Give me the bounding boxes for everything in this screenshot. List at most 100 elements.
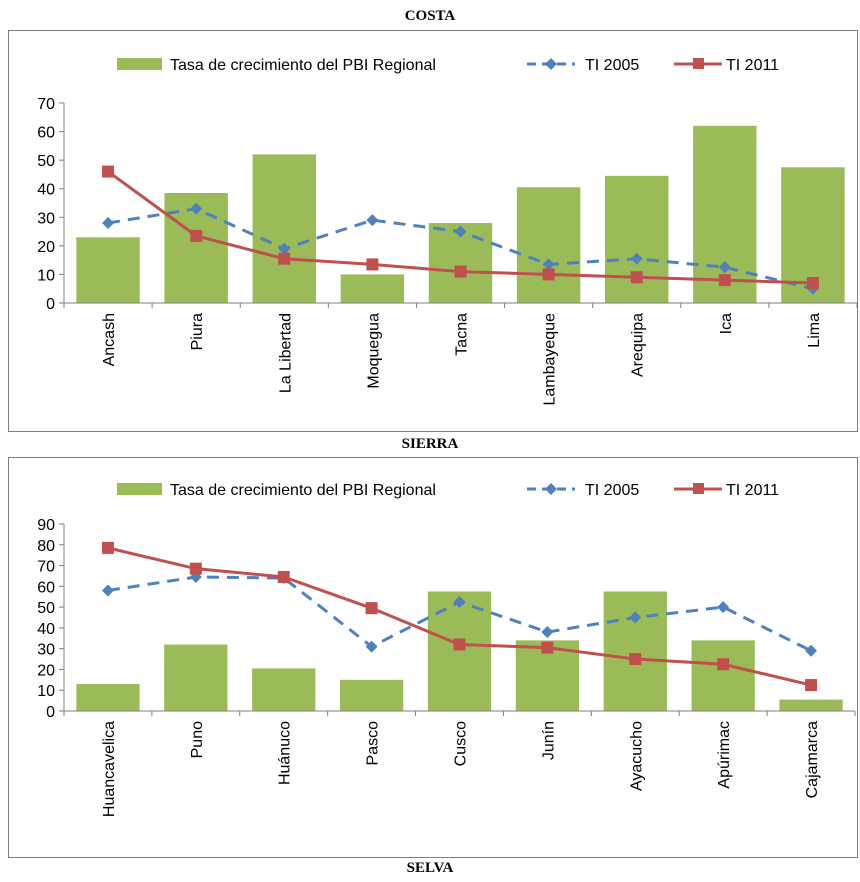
y-tick-label: 30 (37, 210, 55, 227)
point-ti2011-moquegua (366, 258, 379, 271)
section-title-costa: COSTA (404, 8, 456, 24)
bar-apurimac (691, 640, 755, 711)
point-ti2011-piura (190, 229, 203, 242)
point-ti2011-cusco (453, 638, 466, 651)
x-tick-label-lambayeque: Lambayeque (542, 313, 559, 406)
point-ti2011-lambayeque (542, 268, 555, 281)
legend-marker-ti2011 (693, 483, 704, 494)
point-ti2005-huancavelica (101, 584, 114, 597)
point-ti2005-cusco (453, 595, 466, 608)
y-tick-label: 20 (37, 239, 55, 256)
y-tick-label: 90 (37, 517, 55, 534)
y-tick-label: 40 (37, 182, 55, 199)
point-ti2005-apurimac (717, 601, 730, 614)
legend-marker-ti2005 (545, 58, 557, 70)
legend-label-ti-2005: TI 2005 (585, 482, 639, 499)
point-ti2005-cajamarca (805, 644, 818, 657)
point-ti2011-huanuco (277, 570, 290, 583)
y-tick-label: 0 (46, 296, 55, 313)
point-ti2005-arequipa (630, 252, 643, 265)
y-tick-label: 10 (37, 267, 55, 284)
x-tick-label-junin: Junín (540, 721, 557, 760)
point-ti2005-lambayeque (542, 258, 555, 271)
x-tick-label-ica: Ica (718, 313, 735, 334)
legend-label-ti-2011: TI 2011 (726, 57, 779, 74)
bar-puno (164, 644, 228, 711)
bar-huanuco (252, 668, 316, 711)
point-ti2005-junin (541, 626, 554, 639)
x-tick-label-arequipa: Arequipa (630, 313, 647, 377)
point-ti2011-cajamarca (805, 679, 818, 692)
section-title-sierra: SIERRA (401, 436, 459, 452)
x-tick-label-la-libertad: La Libertad (277, 313, 294, 393)
section-title-selva: SELVA (406, 860, 454, 876)
legend-marker-ti2005 (545, 483, 557, 495)
point-ti2011-lima (806, 277, 819, 289)
x-tick-label-piura: Piura (189, 313, 206, 350)
legend-label-tasa-de-crecimiento-del-pbi-regional: Tasa de crecimiento del PBI Regional (170, 482, 436, 499)
y-tick-label: 50 (37, 600, 55, 617)
point-ti2005-pasco (365, 640, 378, 653)
point-ti2011-ica (718, 274, 731, 287)
x-tick-label-puno: Puno (189, 721, 206, 758)
y-tick-label: 60 (37, 125, 55, 142)
legend-label-ti-2005: TI 2005 (585, 57, 639, 74)
x-tick-label-tacna: Tacna (454, 313, 471, 356)
point-ti2005-la-libertad (278, 242, 291, 255)
chart-costa: Tasa de crecimiento del PBI Regional TI 2… (37, 57, 858, 406)
bar-cajamarca (779, 699, 843, 711)
point-ti2011-apurimac (717, 658, 730, 671)
y-tick-label: 50 (37, 153, 55, 170)
point-ti2011-la-libertad (278, 252, 291, 265)
point-ti2005-ancash (102, 217, 115, 229)
x-tick-label-cajamarca: Cajamarca (804, 721, 821, 798)
y-tick-label: 10 (37, 683, 55, 700)
y-tick-label: 70 (37, 96, 55, 113)
point-ti2011-pasco (365, 602, 378, 615)
point-ti2011-arequipa (630, 271, 643, 284)
bar-la-libertad (252, 154, 316, 303)
point-ti2011-ayacucho (629, 653, 642, 666)
x-tick-label-apurimac: Apúrimac (716, 721, 733, 789)
bar-moquegua (340, 274, 405, 303)
point-ti2005-piura (190, 202, 203, 215)
legend-marker-ti2011 (693, 58, 704, 69)
y-tick-label: 80 (37, 538, 55, 555)
point-ti2011-puno (189, 562, 202, 575)
point-ti2005-ica (718, 261, 731, 274)
legend-swatch-bar (117, 58, 162, 70)
y-tick-label: 70 (37, 559, 55, 576)
x-tick-label-huanuco: Huánuco (277, 721, 294, 785)
bar-pasco (339, 679, 404, 711)
point-ti2011-huancavelica (101, 541, 114, 554)
point-ti2005-ayacucho (629, 611, 642, 624)
bar-ancash (76, 237, 140, 303)
point-ti2005-moquegua (366, 214, 379, 227)
point-ti2011-ancash (102, 165, 115, 178)
x-tick-label-cusco: Cusco (453, 721, 470, 766)
x-tick-label-ayacucho: Ayacucho (628, 721, 645, 791)
legend: Tasa de crecimiento del PBI Regional TI 2… (117, 57, 779, 74)
legend-label-tasa-de-crecimiento-del-pbi-regional: Tasa de crecimiento del PBI Regional (170, 57, 436, 74)
bar-huancavelica (76, 683, 140, 711)
x-tick-label-huancavelica: Huancavelica (101, 721, 118, 817)
x-tick-label-moquegua: Moquegua (365, 313, 382, 389)
chart-frame-costa: Tasa de crecimiento del PBI Regional TI 2… (8, 30, 858, 432)
point-ti2011-tacna (454, 265, 467, 278)
y-tick-label: 40 (37, 621, 55, 638)
x-tick-label-ancash: Ancash (101, 313, 118, 366)
chart-frame-sierra: Tasa de crecimiento del PBI Regional TI 2… (8, 457, 858, 858)
y-tick-label: 30 (37, 642, 55, 659)
point-ti2011-junin (541, 641, 554, 654)
x-tick-label-lima: Lima (806, 313, 823, 348)
y-tick-label: 0 (46, 704, 55, 721)
point-ti2005-tacna (454, 225, 467, 238)
bar-arequipa (605, 175, 669, 303)
x-tick-label-pasco: Pasco (365, 721, 382, 766)
legend: Tasa de crecimiento del PBI Regional TI 2… (117, 482, 779, 499)
bar-ayacucho (603, 591, 667, 711)
y-tick-label: 60 (37, 579, 55, 596)
legend-label-ti-2011: TI 2011 (726, 482, 779, 499)
y-tick-label: 20 (37, 662, 55, 679)
legend-swatch-bar (117, 483, 162, 495)
